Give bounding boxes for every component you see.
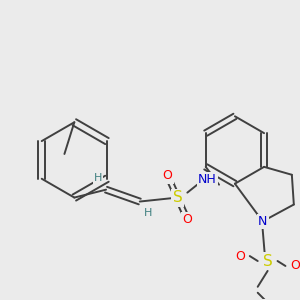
Text: H: H bbox=[143, 208, 152, 218]
Text: N: N bbox=[258, 215, 267, 228]
Text: O: O bbox=[182, 213, 192, 226]
Text: S: S bbox=[263, 254, 272, 268]
Text: O: O bbox=[163, 169, 172, 182]
Text: NH: NH bbox=[198, 173, 217, 186]
Text: O: O bbox=[235, 250, 245, 262]
Text: H: H bbox=[94, 173, 102, 183]
Text: S: S bbox=[172, 190, 182, 205]
Text: O: O bbox=[290, 260, 300, 272]
